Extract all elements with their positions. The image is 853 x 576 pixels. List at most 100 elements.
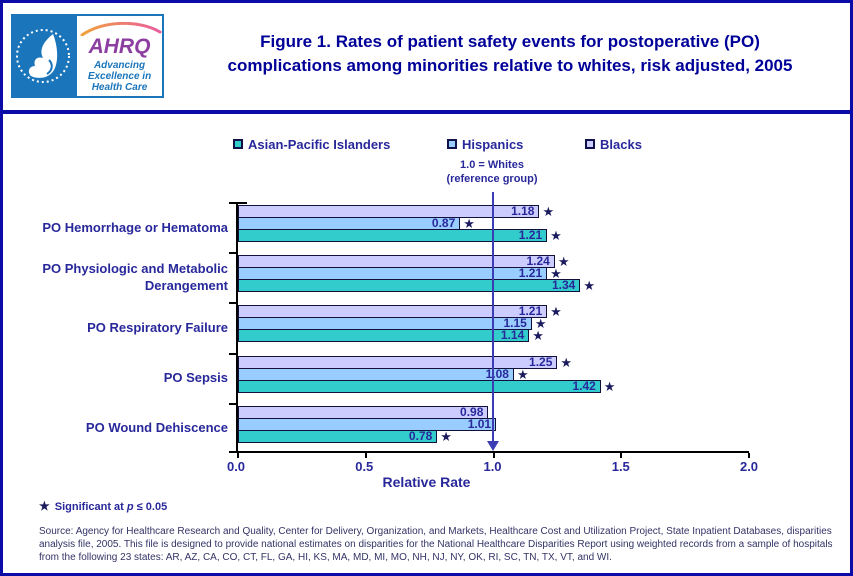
significance-star-icon: ★: [603, 378, 616, 394]
legend-swatch-icon: [447, 139, 457, 149]
y-axis-tick: [229, 202, 238, 204]
y-axis-top-tick: [238, 202, 247, 204]
bar-group: 1.18 ★ 0.87 ★ 1.21 ★: [238, 202, 749, 252]
plot-area: 1.18 ★ 0.87 ★ 1.21 ★ 1.24 ★ 1.21 ★ 1.34 ★ 1.21 ★ 1.15 ★…: [229, 202, 750, 458]
significance-footnote: ★ Significant at p ≤ 0.05: [39, 499, 167, 513]
x-axis-tick: [748, 453, 750, 458]
reference-annotation: 1.0 = Whites (reference group): [392, 158, 592, 186]
legend-swatch-icon: [233, 139, 243, 149]
bar-asian-pacific-islanders: 1.21: [238, 228, 548, 242]
reference-line-arrow-icon: [486, 441, 499, 451]
bar-value-label: 0.87: [431, 216, 456, 230]
hhs-seal: [13, 16, 77, 96]
bar-value-label: 1.15: [503, 316, 527, 331]
significance-star-icon: ★: [550, 228, 562, 243]
significance-star-icon: ★: [542, 204, 555, 219]
bar-value-label: 0.98: [460, 404, 484, 419]
significance-star-icon: ★: [550, 304, 562, 320]
y-axis-tick: [229, 402, 238, 405]
bar-value-label: 1.24: [526, 254, 550, 269]
significance-star-icon: ★: [532, 328, 544, 344]
ahrq-tagline: Advancing Excellence in Health Care: [77, 60, 162, 93]
reference-annotation-line1: 1.0 = Whites: [460, 159, 524, 171]
figure-title: Figure 1. Rates of patient safety events…: [171, 30, 849, 78]
x-axis-tick-label: 0.5: [355, 459, 374, 474]
x-axis-tick-label: 0.0: [226, 459, 246, 474]
x-axis-tick: [364, 453, 367, 458]
x-axis-tick: [620, 453, 623, 458]
ahrq-swoosh-icon: [80, 22, 161, 36]
category-label: PO Hemorrhage or Hematoma: [42, 219, 228, 235]
figure-title-line1: Figure 1. Rates of patient safety events…: [260, 32, 760, 51]
bar-asian-pacific-islanders: 1.42: [238, 378, 601, 393]
footnote-p: p: [126, 501, 134, 513]
header-divider: [3, 110, 850, 114]
x-axis-tick-label: 1.5: [611, 459, 630, 474]
x-axis-tick: [237, 453, 239, 458]
ahrq-logo-text: AHRQ Advancing Excellence in Health Care: [77, 16, 162, 96]
bar-row: 1.14 ★: [238, 328, 749, 344]
tagline-line1: Advancing: [93, 60, 146, 71]
tagline-line2: Excellence in: [87, 71, 152, 82]
legend-label: Asian-Pacific Islanders: [248, 136, 391, 152]
y-axis-tick: [229, 352, 238, 355]
significance-star-icon: ★: [550, 266, 562, 282]
bar-asian-pacific-islanders: 1.34: [238, 278, 581, 293]
category-label: PO Wound Dehiscence: [85, 420, 228, 436]
significance-star-icon: ★: [440, 428, 452, 444]
bar-value-label: 1.25: [529, 354, 553, 369]
bar-value-label: 0.78: [408, 428, 433, 443]
category-label: PO Physiologic and Metabolic Derangement: [42, 261, 228, 294]
bar-value-label: 1.08: [485, 366, 509, 381]
ahrq-acronym: AHRQ: [88, 35, 151, 58]
bar-value-label: 1.21: [518, 228, 543, 242]
bar-group: 1.25 ★ 1.08 ★ 1.42 ★: [238, 353, 749, 403]
significance-star-icon: ★: [534, 316, 547, 332]
category-label: PO Respiratory Failure: [87, 319, 228, 335]
tagline-line3: Health Care: [91, 82, 148, 93]
x-axis-tick-label: 2.0: [739, 459, 759, 474]
x-axis-tick-labels: 0.0 0.5 1.0 1.5 2.0: [227, 459, 758, 475]
bar-row: 1.42 ★: [238, 378, 749, 394]
reference-annotation-line2: (reference group): [446, 173, 538, 185]
bar-value-label: 1.01: [467, 416, 492, 431]
hhs-eagle-icon: [16, 29, 70, 83]
y-axis-tick: [229, 252, 238, 255]
bar-row: 0.78 ★: [238, 428, 749, 444]
hhs-ahrq-logo: AHRQ Advancing Excellence in Health Care: [11, 14, 164, 98]
significance-star-icon: ★: [560, 354, 573, 370]
legend-item-blacks: Blacks: [585, 136, 642, 152]
bar-value-label: 1.14: [500, 328, 525, 343]
star-icon: ★: [39, 499, 50, 513]
legend-item-asian-pacific-islanders: Asian-Pacific Islanders: [233, 136, 390, 152]
significance-star-icon: ★: [516, 366, 529, 382]
header: AHRQ Advancing Excellence in Health Care…: [3, 3, 850, 110]
legend-swatch-icon: [585, 139, 595, 149]
significance-star-icon: ★: [463, 216, 475, 231]
source-note: Source: Agency for Healthcare Research a…: [39, 526, 833, 563]
x-axis-tick-label: 1.0: [483, 459, 502, 474]
category-label: PO Sepsis: [163, 370, 228, 386]
bar-asian-pacific-islanders: 0.78: [238, 428, 438, 443]
y-axis-tick: [229, 302, 238, 305]
bar-group: 1.21 ★ 1.15 ★ 1.14 ★: [238, 302, 749, 352]
bar-value-label: 1.21: [518, 266, 543, 281]
significance-star-icon: ★: [583, 278, 596, 294]
legend-label: Hispanics: [462, 136, 524, 152]
bar-value-label: 1.21: [518, 304, 543, 319]
bar-row: 1.34 ★: [238, 278, 749, 294]
x-axis-title: Relative Rate: [382, 474, 471, 490]
category-axis-labels: PO Hemorrhage or Hematoma PO Physiologic …: [41, 202, 228, 453]
bar-row: 1.21 ★: [238, 229, 749, 242]
bar-value-label: 1.34: [552, 278, 576, 293]
significance-star-icon: ★: [557, 254, 570, 270]
bar-group: 1.24 ★ 1.21 ★ 1.34 ★: [238, 252, 749, 302]
reference-line: [491, 192, 494, 442]
x-axis-tick: [492, 453, 495, 458]
bar-asian-pacific-islanders: 1.14: [238, 328, 530, 343]
bar-value-label: 1.42: [572, 378, 596, 393]
legend-item-hispanics: Hispanics: [447, 136, 523, 152]
y-axis-tick: [229, 451, 238, 453]
legend-label: Blacks: [600, 136, 642, 152]
